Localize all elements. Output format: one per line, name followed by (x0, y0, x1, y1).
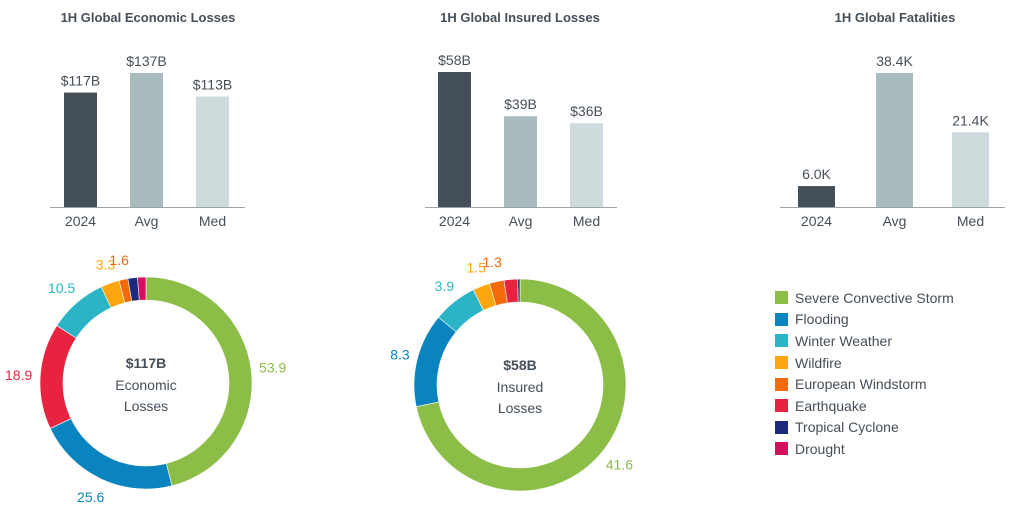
donut-slice-tropical-cyclone (517, 278, 521, 303)
x-tick-label: 2024 (65, 213, 96, 229)
bar-value-label: 6.0K (802, 166, 831, 182)
legend-item: Drought (775, 438, 954, 460)
bar-med (196, 96, 229, 207)
donut-slice-label: 10.5 (48, 280, 75, 296)
bar-value-label: 38.4K (876, 53, 913, 69)
legend-swatch (775, 334, 788, 348)
donut-slice-label: 18.9 (5, 367, 32, 383)
donut-center-label: Losses (124, 398, 168, 414)
bar-value-label: $39B (504, 96, 537, 112)
x-tick-label: Avg (509, 213, 533, 229)
donut-slice-label: 8.3 (390, 347, 410, 363)
bar-med (570, 123, 603, 207)
donut-slice-label: 53.9 (259, 359, 286, 375)
donut-slice-flooding (413, 316, 457, 408)
bar-value-label: $36B (570, 103, 603, 119)
bar-value-label: $117B (61, 73, 100, 89)
bar-avg (504, 116, 537, 207)
donut-center-label: Losses (498, 400, 542, 416)
legend-item: Flooding (775, 309, 954, 331)
legend-label: Earthquake (795, 397, 867, 414)
bar-value-label: $137B (126, 53, 166, 69)
donut-center-label: Insured (497, 379, 544, 395)
bar-avg (130, 73, 163, 207)
donut-slice-label: 25.6 (77, 489, 104, 505)
bar-value-label: $58B (438, 52, 471, 68)
x-tick-label: Avg (135, 213, 159, 229)
bar-value-label: $113B (193, 76, 232, 92)
chart-title-economic: 1H Global Economic Losses (60, 10, 236, 25)
donut-center-label: Economic (115, 377, 176, 393)
donut-slice-flooding (49, 418, 173, 490)
legend-item: Severe Convective Storm (775, 287, 954, 309)
legend-label: European Windstorm (795, 376, 927, 393)
bar-med (952, 132, 989, 207)
legend-item: European Windstorm (775, 373, 954, 395)
x-tick-label: Med (199, 213, 226, 229)
bar-value-label: 21.4K (952, 112, 989, 128)
legend-swatch (775, 399, 788, 413)
legend: Severe Convective Storm Flooding Winter … (775, 287, 954, 460)
x-tick-label: 2024 (439, 213, 470, 229)
legend-label: Severe Convective Storm (795, 289, 954, 306)
bar-2024 (64, 92, 97, 207)
donut-slice-label: 1.5 (467, 260, 487, 276)
legend-swatch (775, 291, 788, 305)
legend-swatch (775, 420, 788, 434)
legend-swatch (775, 377, 788, 391)
donut-slice-drought (137, 276, 147, 301)
legend-item: Earthquake (775, 395, 954, 417)
x-tick-label: Med (957, 213, 984, 229)
donut-slice-label: 41.6 (606, 456, 633, 472)
x-tick-label: 2024 (801, 213, 832, 229)
donut-slice-earthquake (39, 325, 77, 429)
legend-swatch (775, 312, 788, 326)
legend-label: Winter Weather (795, 332, 892, 349)
legend-swatch (775, 356, 788, 370)
legend-item: Tropical Cyclone (775, 417, 954, 439)
donut-slice-label: 1.6 (109, 252, 129, 268)
bar-2024 (438, 72, 471, 207)
donut-slice-severe-convective-storm (145, 276, 253, 487)
legend-label: Flooding (795, 311, 849, 328)
legend-item: Winter Weather (775, 330, 954, 352)
donut-slice-severe-convective-storm (415, 278, 627, 492)
chart-title-fatalities: 1H Global Fatalities (834, 10, 956, 25)
donut-center-total: $58B (503, 357, 536, 373)
donut-center-total: $117B (126, 355, 166, 371)
bar-2024 (798, 186, 835, 207)
legend-item: Wildfire (775, 352, 954, 374)
donut-slice-label: 3.9 (435, 278, 455, 294)
chart-title-insured: 1H Global Insured Losses (440, 10, 600, 25)
x-tick-label: Med (573, 213, 600, 229)
donut-slice-label: 1.3 (483, 254, 503, 270)
legend-swatch (775, 442, 788, 456)
legend-label: Drought (795, 440, 845, 457)
legend-label: Tropical Cyclone (795, 419, 899, 436)
bar-avg (876, 73, 913, 207)
x-tick-label: Avg (883, 213, 907, 229)
donut-slice-label: 3.3 (96, 256, 116, 272)
legend-label: Wildfire (795, 354, 842, 371)
